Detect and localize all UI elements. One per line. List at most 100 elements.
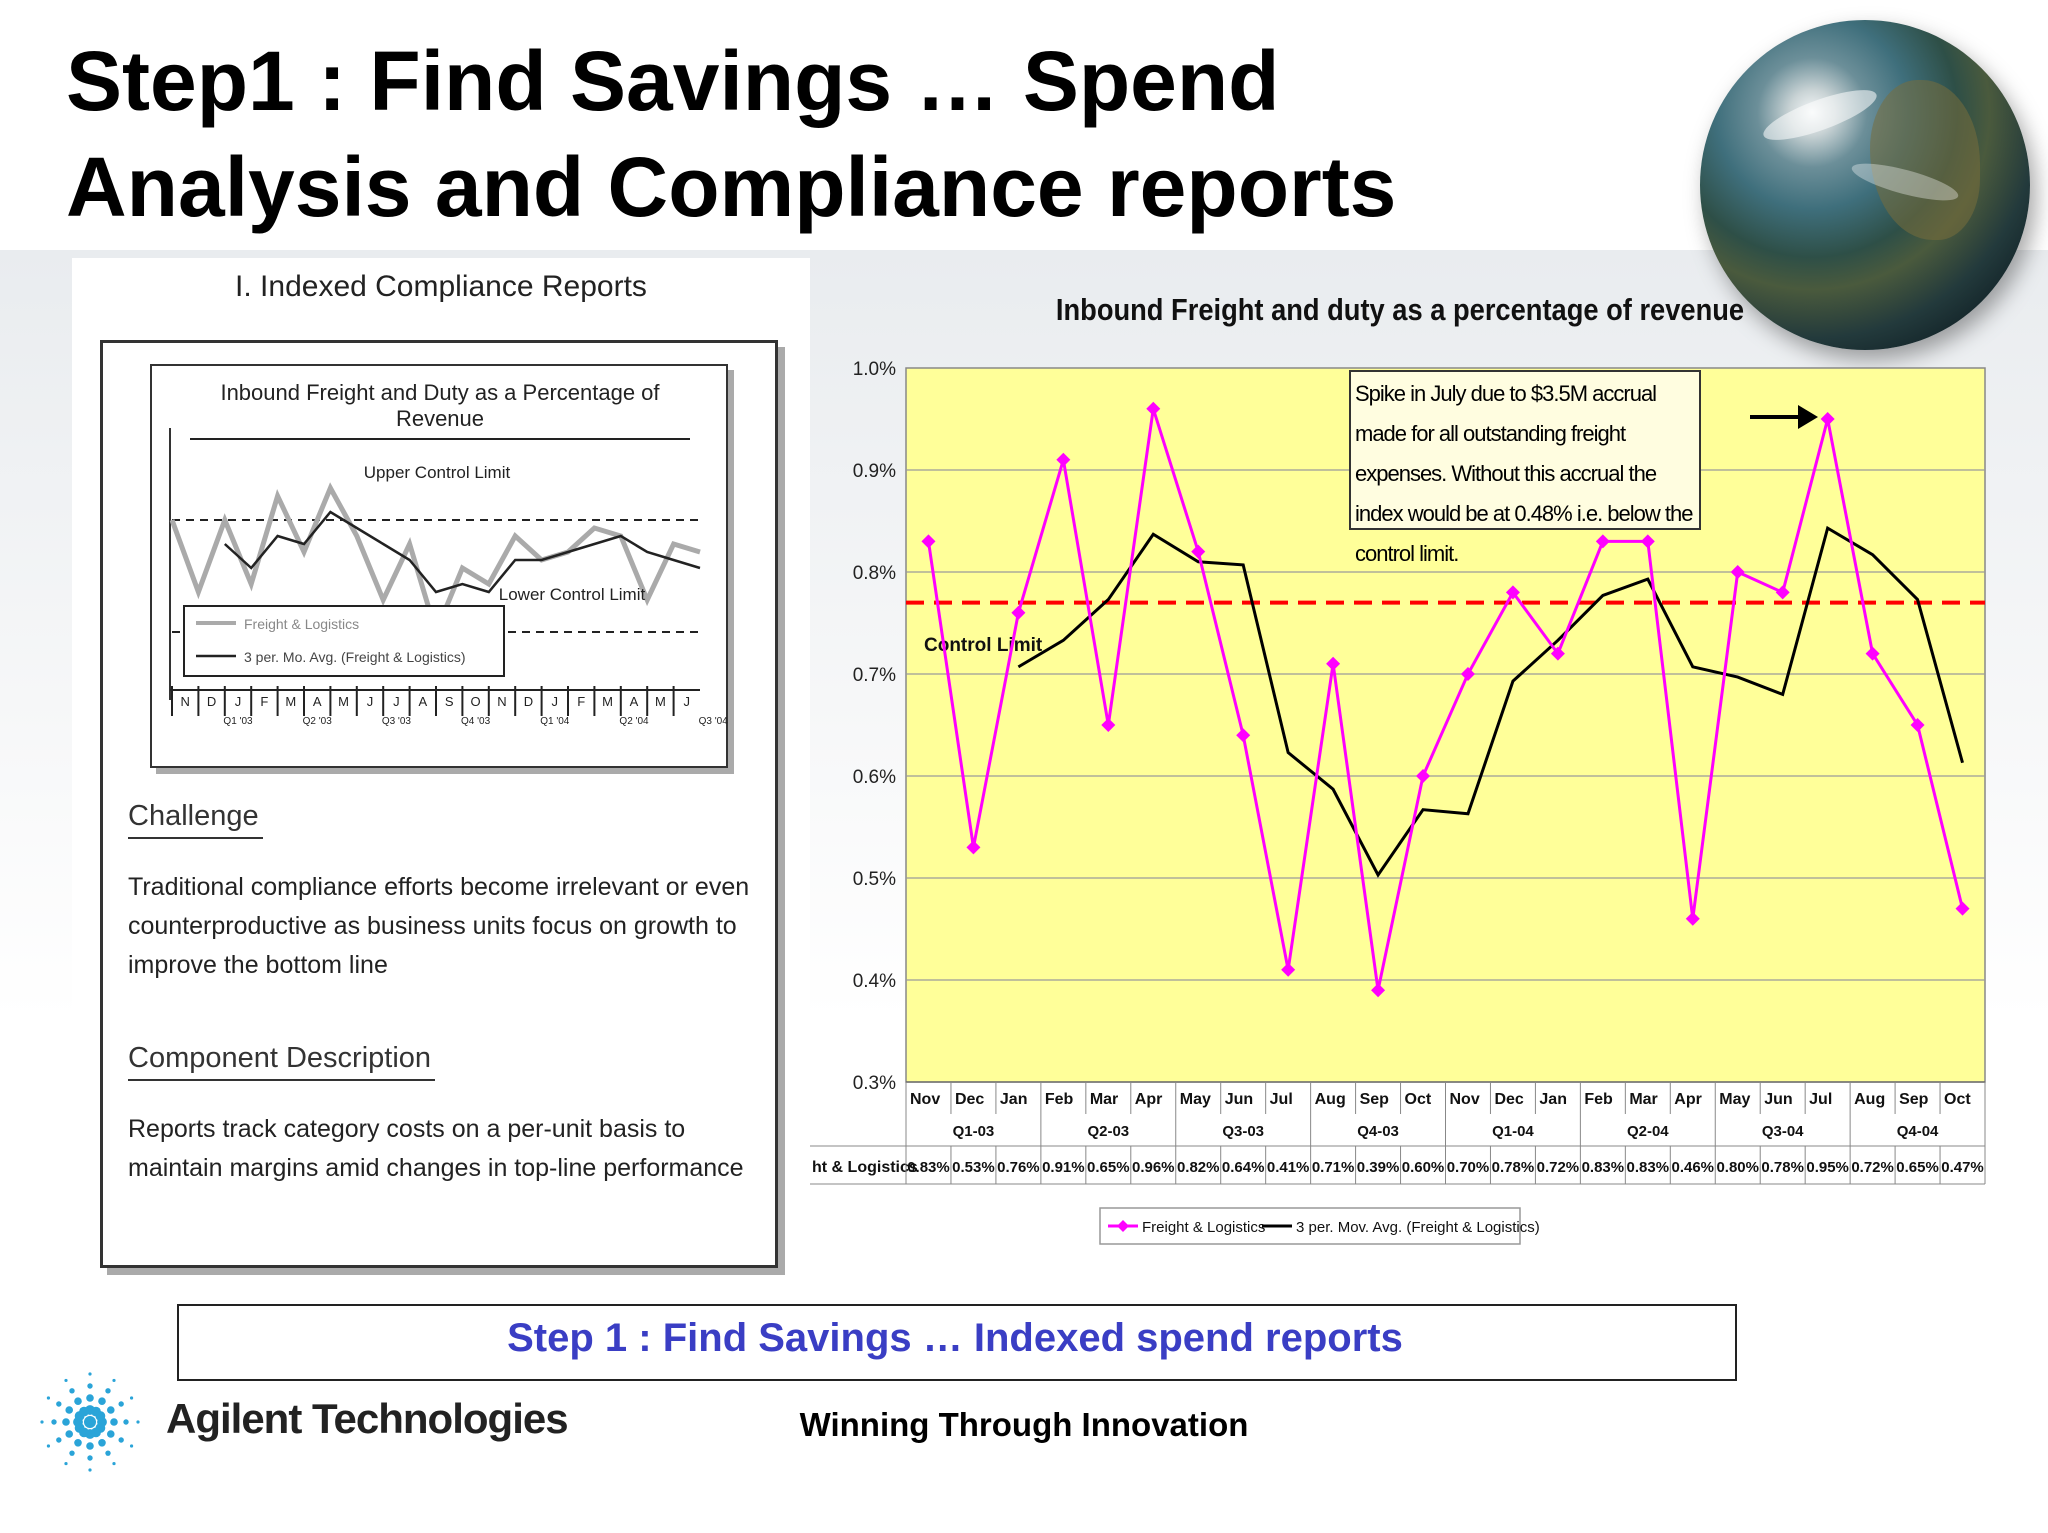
spark-dot [87,1383,93,1389]
x-tick-label: Sep [1899,1091,1929,1108]
spark-dot [129,1396,134,1400]
mini-month-label: N [497,694,506,709]
table-value: 0.95% [1806,1159,1849,1176]
mini-legend-label: Freight & Logistics [244,616,359,632]
mini-quarter-label: Q3 '04 [699,716,729,727]
data-point [1775,585,1790,600]
spark-dot [129,1444,134,1448]
x-tick-label: Jun [1764,1091,1792,1108]
table-value: 0.53% [952,1159,995,1176]
mini-month-label: A [630,694,639,709]
spark-dot [106,1430,115,1438]
data-point [921,534,936,549]
x-tick-label: Nov [1450,1091,1480,1108]
chart-title: Inbound Freight and duty as a percentage… [1055,292,1745,327]
x-tick-label: Dec [955,1091,984,1108]
table-value: 0.72% [1851,1159,1894,1176]
spark-dot [65,1406,74,1414]
x-tick-label: Nov [910,1091,940,1108]
x-tick-label: May [1180,1091,1211,1108]
mini-month-label: S [445,694,454,709]
data-point [1056,452,1071,467]
data-point [1191,544,1206,559]
quarter-label: Q1-04 [1492,1123,1534,1140]
x-tick-label: Sep [1360,1091,1390,1108]
spark-dot [87,1455,93,1461]
quarter-label: Q1-03 [953,1123,995,1140]
spark-dot [74,1438,82,1447]
mini-lower-label: Lower Control Limit [499,585,646,604]
table-value: 0.64% [1222,1159,1265,1176]
tagline: Winning Through Innovation [799,1406,1249,1443]
mini-chart-title: Inbound Freight and Duty as a Percentage… [190,380,690,440]
mini-month-label: J [235,694,242,709]
data-point [1416,769,1431,783]
challenge-heading: Challenge [128,800,263,839]
x-tick-label: Jan [1539,1091,1567,1108]
slide-title: Step1 : Find Savings … Spend Analysis an… [66,34,1397,234]
x-tick-label: Mar [1090,1091,1118,1108]
data-point [1820,412,1835,426]
mini-quarter-label: Q2 '03 [303,716,333,727]
data-point [1865,646,1880,661]
data-point [1011,605,1026,620]
x-tick-label: Jul [1270,1091,1293,1108]
table-value: 0.39% [1357,1159,1400,1176]
x-tick-label: Jun [1225,1091,1253,1108]
mini-series-moving-average [223,510,701,594]
data-point [1685,911,1700,926]
spark-dot [105,1450,111,1456]
spark-dot [74,1397,82,1406]
challenge-text: Traditional compliance efforts become ir… [128,873,750,979]
mini-month-label: D [207,694,216,709]
spark-dot [118,1437,124,1443]
spark-dot [88,1372,92,1376]
spark-dot [112,1378,116,1383]
mini-month-label: J [393,694,400,709]
component-heading: Component Description [128,1042,436,1081]
table-value: 0.65% [1087,1159,1130,1176]
mini-quarter-label: Q4 '03 [461,716,491,727]
x-tick-label: Mar [1629,1091,1657,1108]
spark-dot [69,1388,75,1394]
spark-dot [40,1420,44,1424]
mini-month-label: F [577,694,585,709]
table-value: 0.76% [997,1159,1040,1176]
spark-dot [56,1401,62,1407]
spark-dot [56,1437,62,1443]
data-point [1101,718,1116,732]
table-value: 0.83% [1627,1159,1670,1176]
legend-label-freight: Freight & Logistics [1142,1219,1265,1236]
x-tick-label: Jul [1809,1091,1832,1108]
table-value: 0.65% [1896,1159,1939,1176]
legend-box [1099,1207,1521,1245]
y-tick-label: 0.8% [853,563,896,584]
spark-dot [105,1388,111,1394]
y-tick-label: 0.7% [853,665,896,686]
mini-month-label: M [602,694,613,709]
quarter-label: Q4-03 [1357,1123,1399,1140]
data-point [1595,534,1610,549]
x-tick-label: Apr [1674,1091,1702,1108]
agilent-spark-logo [40,1372,140,1472]
table-value: 0.83% [907,1159,950,1176]
mini-month-label: D [524,694,533,709]
spark-dot [69,1450,75,1456]
x-tick-label: Apr [1135,1091,1163,1108]
component-text: Reports track category costs on a per-un… [128,1115,744,1182]
data-point [1730,565,1745,579]
globe-image [1700,20,2030,350]
annotation-arrowhead [1798,405,1818,429]
spark-dot [46,1396,51,1400]
x-tick-label: Feb [1045,1091,1074,1108]
data-point [1326,656,1341,671]
data-point [1146,401,1161,416]
x-tick-label: Jan [1000,1091,1028,1108]
spark-dot [62,1418,70,1426]
series-freight-logistics [926,408,1964,991]
spark-dot [65,1430,74,1438]
spark-dot [88,1468,92,1472]
y-tick-label: 0.3% [853,1073,896,1094]
